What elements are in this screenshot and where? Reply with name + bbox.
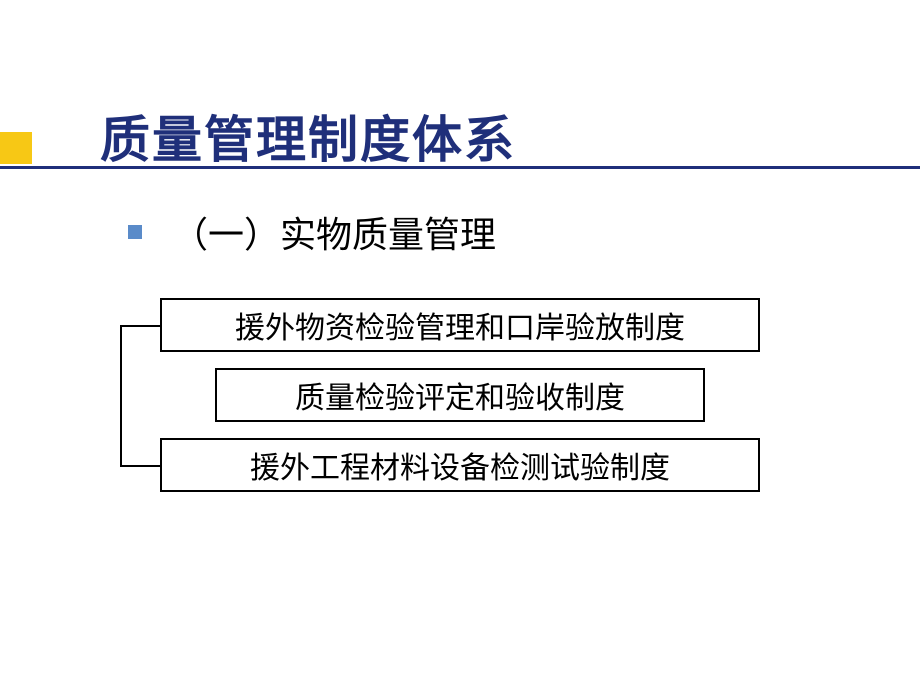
bullet-row: （一）实物质量管理 <box>128 206 496 258</box>
connector-bottom <box>120 465 160 467</box>
bullet-text: （一）实物质量管理 <box>172 206 496 258</box>
diagram-box: 援外物资检验管理和口岸验放制度 <box>160 298 760 352</box>
diagram-box: 援外工程材料设备检测试验制度 <box>160 438 760 492</box>
title-marker-icon <box>0 132 32 164</box>
title-underline <box>0 166 920 169</box>
title-block: 质量管理制度体系 <box>0 100 516 172</box>
diagram-box: 质量检验评定和验收制度 <box>215 368 705 422</box>
connector-top <box>120 325 160 327</box>
bullet-icon <box>128 225 142 239</box>
slide-title: 质量管理制度体系 <box>100 100 516 172</box>
connector-vertical <box>120 325 122 465</box>
diagram: 援外物资检验管理和口岸验放制度质量检验评定和验收制度援外工程材料设备检测试验制度 <box>120 298 820 528</box>
slide: 质量管理制度体系 （一）实物质量管理 援外物资检验管理和口岸验放制度质量检验评定… <box>0 0 920 690</box>
